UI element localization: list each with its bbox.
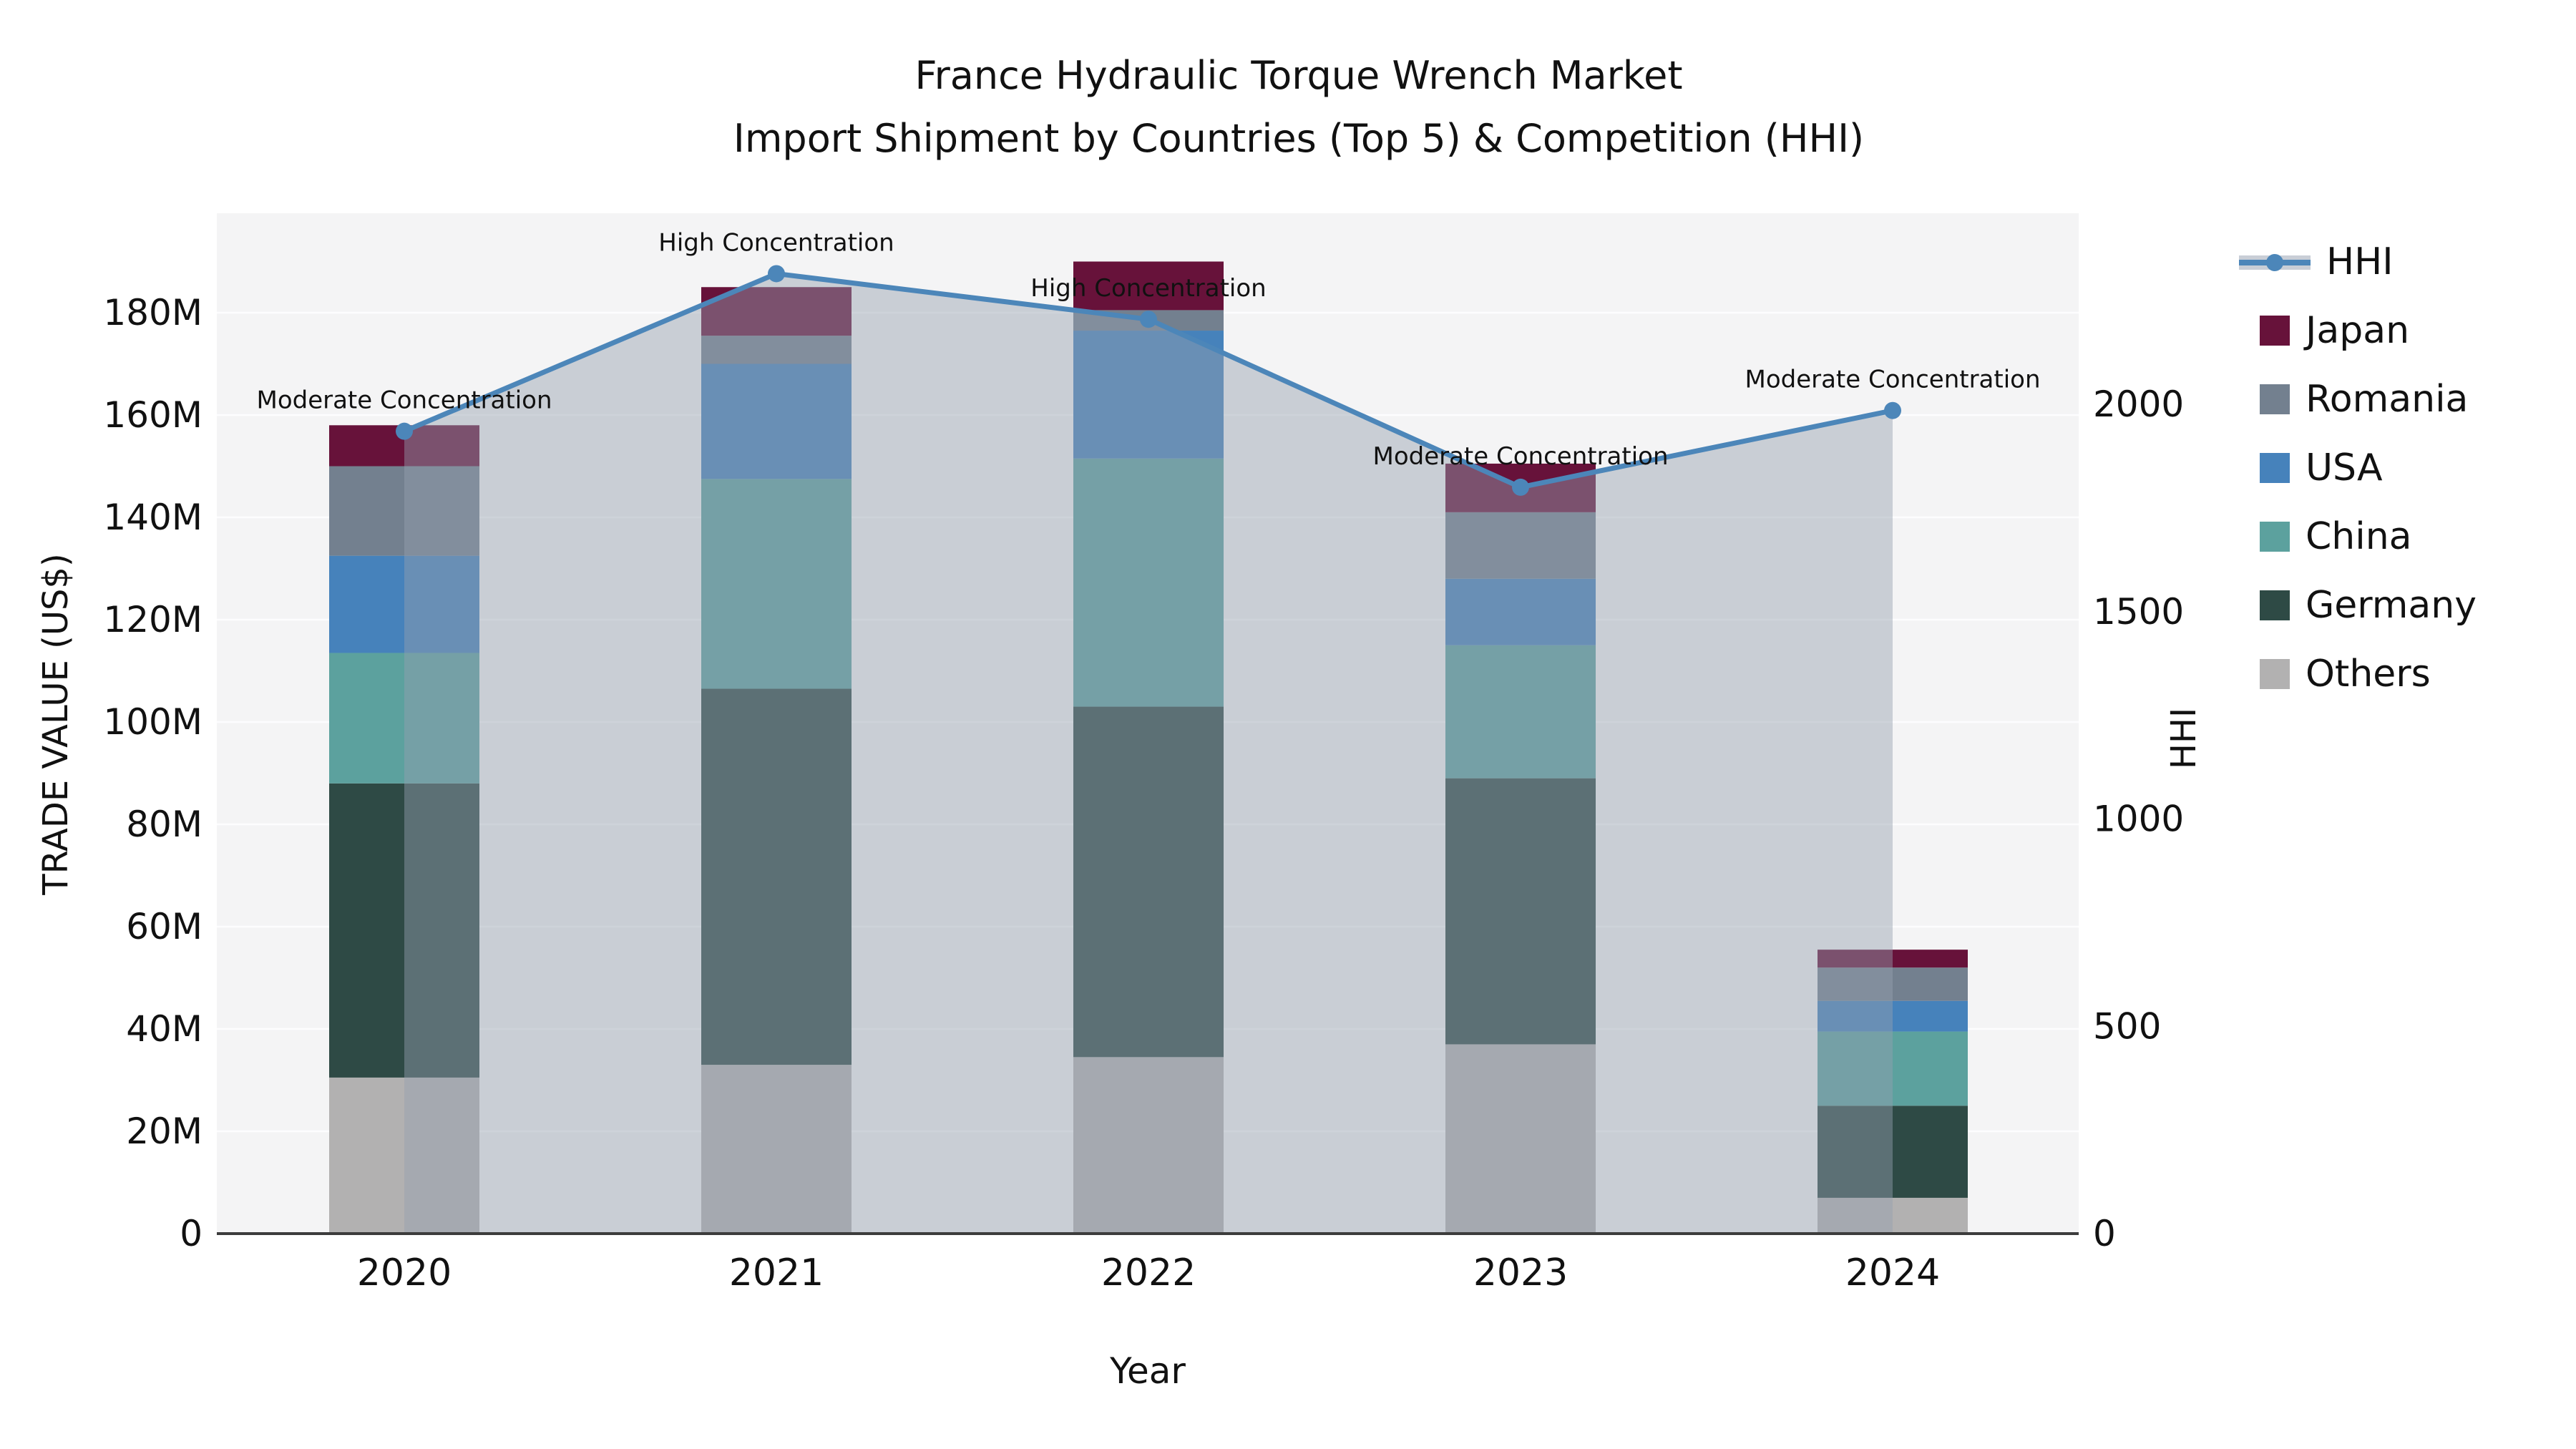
bar-segment-others-2022 — [1073, 1057, 1224, 1234]
y-left-tick-60M: 60M — [126, 906, 203, 947]
y-right-tick-500: 500 — [2093, 1005, 2161, 1047]
legend-item-china: China — [2260, 502, 2477, 571]
bar-segment-usa-2021 — [701, 364, 852, 479]
bar-segment-germany-2020 — [329, 783, 479, 1078]
legend-item-hhi: HHI — [2239, 228, 2477, 296]
legend-label-germany: Germany — [2306, 584, 2477, 627]
hhi-area — [404, 273, 1893, 1234]
bar-segment-germany-2021 — [701, 688, 852, 1065]
legend-label-usa: USA — [2306, 447, 2383, 489]
legend-swatch-germany — [2260, 590, 2290, 620]
y-left-tick-100M: 100M — [103, 701, 203, 743]
annotation-2022: High Concentration — [1030, 274, 1266, 303]
bar-segment-usa-2022 — [1073, 331, 1224, 459]
y-left-tick-0: 0 — [180, 1213, 203, 1254]
annotation-2023: Moderate Concentration — [1372, 442, 1668, 471]
bar-segment-germany-2024 — [1818, 1106, 1968, 1198]
legend-swatch-romania — [2260, 384, 2290, 414]
x-tick-2023: 2023 — [1473, 1252, 1568, 1294]
bar-segment-romania-2023 — [1445, 512, 1596, 579]
y-left-tick-140M: 140M — [103, 497, 203, 538]
legend-item-germany: Germany — [2260, 571, 2477, 640]
bar-segment-others-2023 — [1445, 1044, 1596, 1234]
x-tick-2024: 2024 — [1845, 1252, 1940, 1294]
y-axis-label-right: HHI — [2164, 707, 2204, 770]
legend: HHI Japan Romania USA China Germany Others — [2239, 228, 2477, 708]
bar-segment-romania-2024 — [1818, 967, 1968, 1001]
legend-hhi-line-icon — [2239, 248, 2311, 276]
legend-item-others: Others — [2260, 640, 2477, 708]
legend-item-romania: Romania — [2260, 365, 2477, 434]
bar-segment-romania-2021 — [701, 336, 852, 364]
bar-segment-china-2024 — [1818, 1031, 1968, 1106]
bar-segment-germany-2022 — [1073, 706, 1224, 1058]
hhi-marker-2023 — [1512, 478, 1529, 496]
y-axis-label-left: TRADE VALUE (US$) — [36, 553, 76, 895]
bar-segment-china-2022 — [1073, 458, 1224, 707]
bar-segment-china-2023 — [1445, 645, 1596, 779]
bar-segment-others-2020 — [329, 1077, 479, 1234]
annotation-2024: Moderate Concentration — [1745, 366, 2040, 394]
legend-item-usa: USA — [2260, 434, 2477, 502]
hhi-marker-2022 — [1140, 311, 1157, 328]
legend-label-others: Others — [2306, 653, 2431, 696]
bar-segment-others-2024 — [1818, 1197, 1968, 1234]
y-right-tick-0: 0 — [2093, 1213, 2116, 1254]
legend-swatch-china — [2260, 522, 2290, 552]
legend-label-hhi: HHI — [2326, 240, 2394, 283]
bar-segment-germany-2023 — [1445, 778, 1596, 1045]
legend-label-romania: Romania — [2306, 378, 2469, 421]
annotation-2020: Moderate Concentration — [256, 386, 552, 415]
hhi-marker-2024 — [1884, 401, 1901, 419]
chart-title-line1: France Hydraulic Torque Wrench Market — [914, 53, 1683, 98]
y-left-tick-160M: 160M — [103, 394, 203, 436]
bar-segment-usa-2024 — [1818, 1000, 1968, 1032]
y-left-tick-180M: 180M — [103, 292, 203, 333]
bar-segment-romania-2020 — [329, 466, 479, 556]
hhi-marker-2021 — [768, 265, 785, 283]
hhi-marker-2020 — [396, 422, 413, 440]
bar-segment-usa-2020 — [329, 555, 479, 653]
legend-swatch-others — [2260, 659, 2290, 689]
y-left-tick-80M: 80M — [126, 804, 203, 845]
y-right-tick-1500: 1500 — [2093, 591, 2184, 633]
y-left-tick-20M: 20M — [126, 1111, 203, 1152]
y-left-tick-120M: 120M — [103, 599, 203, 640]
legend-swatch-usa — [2260, 453, 2290, 483]
y-left-tick-40M: 40M — [126, 1008, 203, 1050]
bar-segment-china-2021 — [701, 479, 852, 689]
bar-segment-japan-2022 — [1073, 261, 1224, 311]
bar-segment-japan-2024 — [1818, 950, 1968, 968]
legend-swatch-japan — [2260, 316, 2290, 346]
legend-item-japan: Japan — [2260, 296, 2477, 365]
legend-label-japan: Japan — [2306, 309, 2410, 352]
x-tick-2022: 2022 — [1101, 1252, 1196, 1294]
x-axis-label: Year — [1110, 1350, 1186, 1392]
bar-segment-usa-2023 — [1445, 578, 1596, 645]
y-right-tick-2000: 2000 — [2093, 384, 2184, 425]
x-tick-2020: 2020 — [357, 1252, 452, 1294]
chart-title: France Hydraulic Torque Wrench Market Im… — [0, 44, 2576, 170]
y-right-tick-1000: 1000 — [2093, 799, 2184, 840]
x-tick-2021: 2021 — [729, 1252, 824, 1294]
bar-segment-others-2021 — [701, 1065, 852, 1234]
annotation-2021: High Concentration — [658, 228, 894, 257]
bar-segment-china-2020 — [329, 653, 479, 784]
chart-title-line2: Import Shipment by Countries (Top 5) & C… — [733, 116, 1865, 161]
legend-label-china: China — [2306, 515, 2412, 558]
